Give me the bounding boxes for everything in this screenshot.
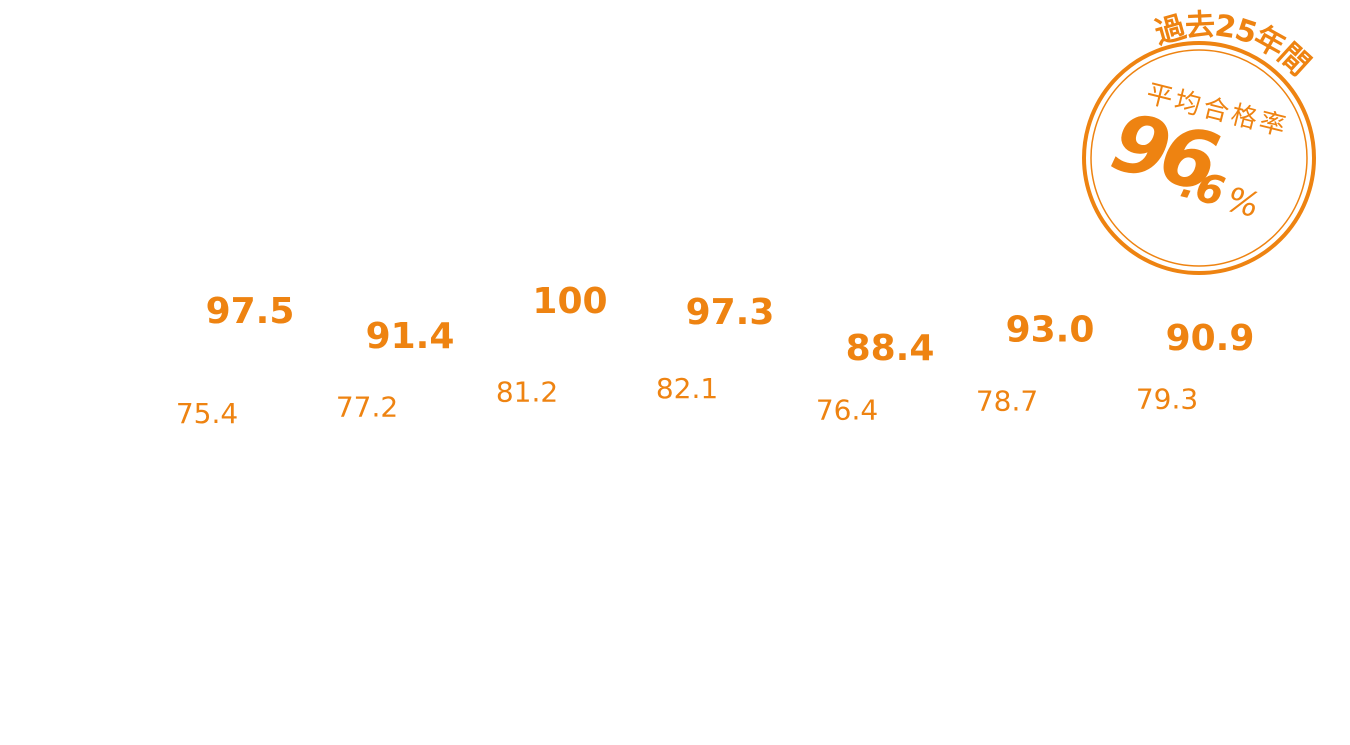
value-label: 81.2	[496, 375, 558, 408]
value-label: 88.4	[846, 328, 935, 369]
value-label: 93.0	[1006, 309, 1095, 350]
value-label: 79.3	[1136, 382, 1198, 415]
badge-ring-inner	[1090, 49, 1308, 267]
badge-unit: %	[1222, 180, 1263, 227]
value-label: 90.9	[1166, 318, 1255, 359]
badge-content: 平均合格率 96 .6 %	[1103, 79, 1291, 227]
value-label: 100	[532, 281, 607, 322]
value-label: 97.3	[686, 292, 775, 333]
badge: 過去25年間 平均合格率 96 .6 %	[1082, 7, 1317, 275]
value-label: 82.1	[656, 372, 718, 405]
value-label: 91.4	[366, 316, 455, 357]
badge-arc-text-path: 過去25年間	[1151, 7, 1317, 82]
badge-ring	[1082, 41, 1316, 275]
value-label: 75.4	[176, 397, 238, 430]
value-label: 97.5	[206, 291, 295, 332]
value-label: 78.7	[976, 385, 1038, 418]
value-label: 77.2	[336, 390, 398, 423]
badge-arc-text: 過去25年間	[1151, 7, 1317, 82]
value-label: 76.4	[816, 393, 878, 426]
